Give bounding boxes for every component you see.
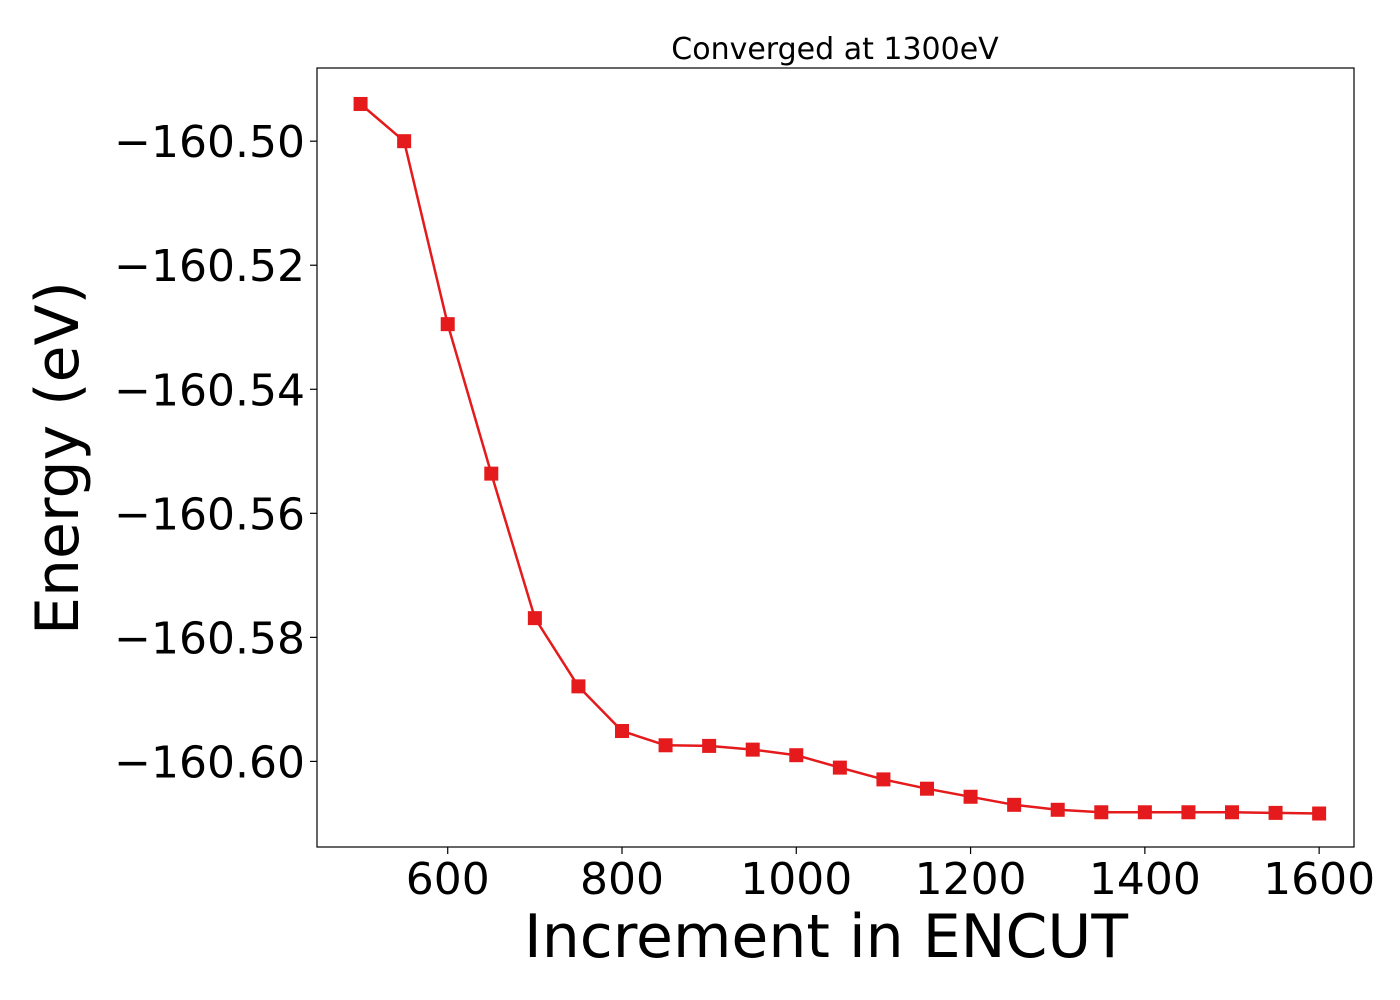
y-tick-label: −160.60 (114, 737, 305, 788)
data-point-marker (789, 748, 804, 763)
y-tick-label: −160.52 (114, 241, 305, 292)
data-point-marker (440, 317, 455, 332)
data-point-marker (1225, 805, 1239, 820)
data-point-marker (1050, 802, 1065, 817)
data-point-marker (658, 738, 673, 753)
data-point-marker (963, 789, 978, 804)
y-tick-label: −160.54 (114, 365, 305, 416)
data-point-marker (1137, 805, 1152, 820)
data-point-marker (1007, 797, 1022, 812)
data-point-marker (1181, 805, 1196, 820)
data-point-marker (484, 466, 499, 481)
x-tick-label: 1400 (1089, 854, 1201, 905)
data-point-marker (745, 742, 760, 757)
y-tick-label: −160.58 (114, 613, 305, 664)
plot-frame (316, 67, 1355, 848)
data-point-marker (920, 781, 934, 796)
data-point-marker (1094, 805, 1109, 820)
ticks-layer: 600 800 1000 1200 1400 1600 −160.50 −160.52 −160… (114, 117, 1375, 905)
y-tick-label: −160.56 (114, 489, 305, 540)
chart-title: Converged at 1300eV (671, 32, 999, 67)
x-tick-label: 1600 (1263, 854, 1375, 905)
data-point-marker (615, 724, 629, 739)
x-tick-label: 1200 (915, 854, 1027, 905)
y-axis-label: Energy (eV) (23, 281, 93, 635)
data-point-marker (353, 96, 368, 111)
x-axis-label: Increment in ENCUT (524, 902, 1128, 972)
data-point-marker (571, 679, 586, 694)
data-point-marker (1268, 805, 1283, 820)
data-point-marker (397, 134, 412, 149)
data-point-marker (876, 772, 891, 787)
y-tick-label: −160.50 (114, 117, 305, 168)
data-point-marker (702, 738, 717, 753)
x-tick-label: 800 (580, 854, 664, 905)
data-point-marker (1312, 806, 1327, 821)
x-tick-label: 600 (406, 854, 490, 905)
x-tick-label: 1000 (740, 854, 852, 905)
series-layer (353, 96, 1327, 821)
data-point-marker (527, 611, 542, 626)
data-point-marker (832, 760, 847, 775)
